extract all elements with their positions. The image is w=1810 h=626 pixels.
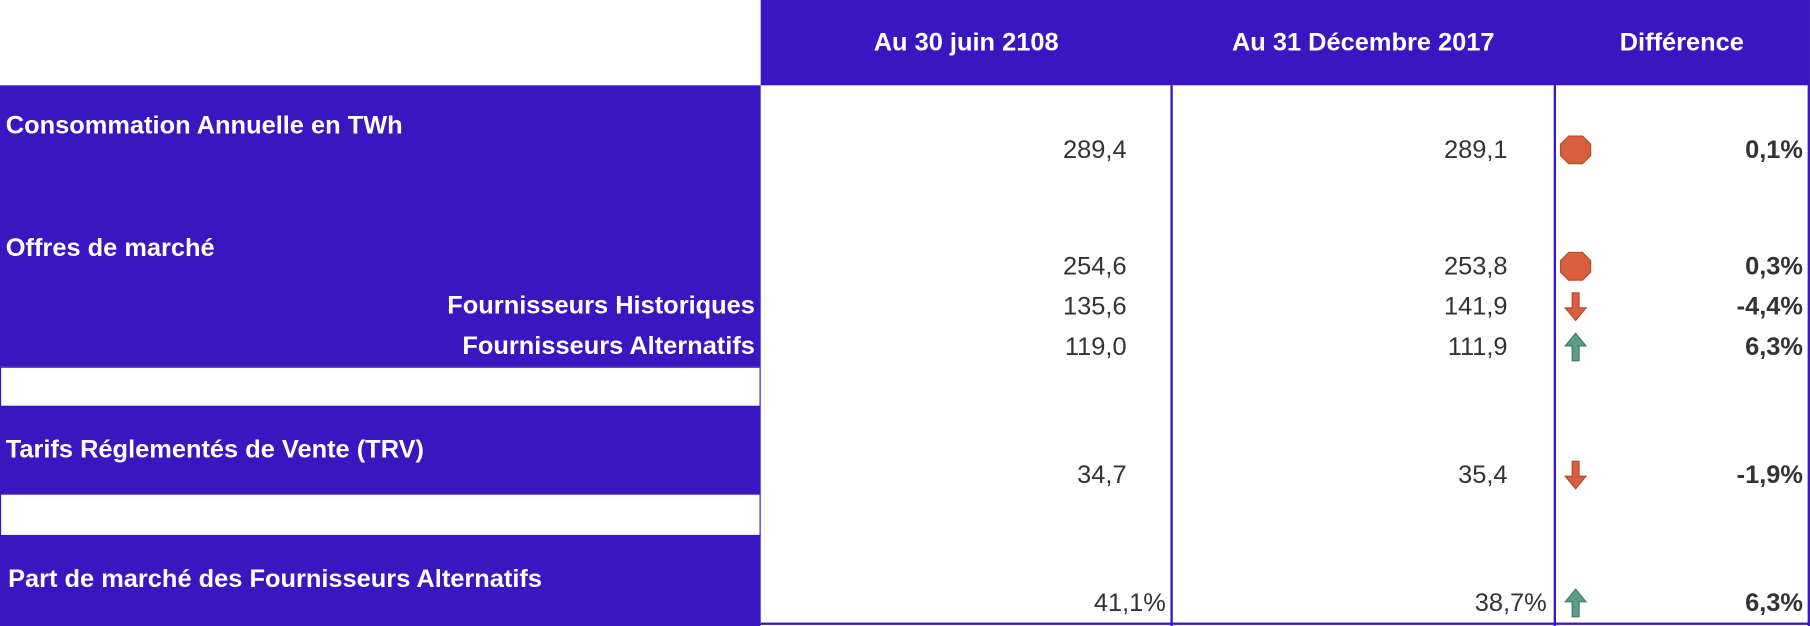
value-june-offres: 254,6 (1063, 251, 1127, 281)
diff-part: 6,3% (1745, 587, 1804, 617)
right-border (1807, 0, 1810, 626)
header-col-december-2017: Au 31 Décembre 2017 (1231, 27, 1495, 57)
header-col-difference: Différence (1619, 27, 1744, 57)
row-label-consommation: Consommation Annuelle en TWh (5, 110, 403, 140)
label-block-trv (0, 405, 761, 495)
diff-consommation: 0,1% (1745, 134, 1804, 164)
row-label-part: Part de marché des Fournisseurs Alternat… (8, 563, 543, 593)
diff-trv: -1,9% (1736, 460, 1804, 489)
header-col-june-2018: Au 30 juin 2108 (873, 27, 1059, 57)
row-label-alternatifs: Fournisseurs Alternatifs (462, 330, 755, 360)
row-label-trv: Tarifs Réglementés de Vente (TRV) (5, 434, 424, 464)
arrow-down-icon (1563, 460, 1588, 490)
diff-offres: 0,3% (1745, 251, 1804, 281)
divider-col2 (1170, 85, 1173, 626)
diff-alternatifs: 6,3% (1745, 332, 1804, 361)
divider-col3 (1553, 85, 1556, 626)
label-block-part (0, 534, 761, 626)
value-december-historiques: 141,9 (1443, 291, 1508, 321)
table-header (760, 0, 1809, 86)
spacer-row-1 (0, 366, 761, 407)
row-label-offres: Offres de marché (5, 232, 215, 262)
arrow-up-icon (1563, 588, 1588, 618)
diff-historiques: -4,4% (1736, 291, 1804, 321)
value-june-trv: 34,7 (1077, 460, 1127, 489)
arrow-up-icon (1563, 332, 1588, 362)
spacer-row-2 (0, 493, 761, 537)
value-december-alternatifs: 111,9 (1447, 332, 1508, 361)
value-december-part: 38,7% (1474, 587, 1547, 617)
bottom-border (760, 622, 1809, 625)
neutral-circle-icon (1559, 135, 1592, 165)
value-june-part: 41,1% (1093, 587, 1166, 617)
value-december-trv: 35,4 (1458, 460, 1508, 489)
value-june-consommation: 289,4 (1063, 134, 1127, 164)
value-june-historiques: 135,6 (1063, 291, 1127, 321)
value-december-offres: 253,8 (1443, 251, 1508, 281)
value-december-consommation: 289,1 (1443, 134, 1508, 164)
row-label-historiques: Fournisseurs Historiques (447, 290, 755, 320)
neutral-circle-icon (1559, 251, 1592, 281)
label-block-top (0, 85, 761, 367)
value-june-alternatifs: 119,0 (1064, 332, 1127, 361)
arrow-down-icon (1563, 292, 1588, 322)
